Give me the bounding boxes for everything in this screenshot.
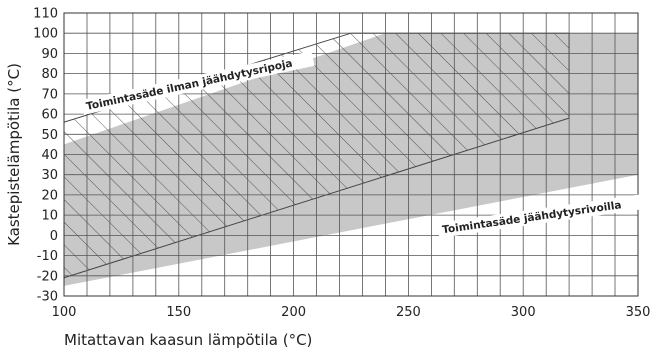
region-label-background — [437, 193, 647, 238]
x-tick-label: 350 — [626, 305, 651, 320]
y-tick-label: 20 — [41, 188, 58, 203]
x-tick-label: 100 — [52, 305, 77, 320]
y-tick-label: 110 — [33, 7, 58, 22]
y-tick-label: 100 — [33, 27, 58, 42]
y-tick-label: -20 — [37, 269, 58, 284]
region-label-background — [80, 51, 315, 115]
y-tick-label: 30 — [41, 168, 58, 183]
y-tick-label: 50 — [41, 128, 58, 143]
y-tick-label: 40 — [41, 148, 58, 163]
plot-frame — [63, 12, 639, 297]
regions-layer — [64, 32, 638, 286]
y-tick-label: -30 — [37, 290, 58, 305]
x-tick-label: 150 — [166, 305, 191, 320]
y-tick-label: 80 — [41, 67, 58, 82]
x-axis-title: Mitattavan kaasun lämpötila (°C) — [64, 331, 312, 349]
y-tick-label: -10 — [37, 249, 58, 264]
ticks-layer: 100 150 200 250 300 350 -30 -20 -10 0 10 20 30 40 50 60… — [33, 7, 650, 321]
y-axis-title: Kastepistelämpötila (°C) — [5, 63, 23, 246]
x-tick-label: 250 — [396, 305, 421, 320]
y-tick-label: 90 — [41, 47, 58, 62]
y-tick-label: 0 — [50, 229, 58, 244]
y-tick-label: 10 — [41, 209, 58, 224]
x-tick-label: 200 — [281, 305, 306, 320]
y-tick-label: 70 — [41, 87, 58, 102]
y-tick-label: 60 — [41, 108, 58, 123]
x-tick-label: 300 — [511, 305, 536, 320]
